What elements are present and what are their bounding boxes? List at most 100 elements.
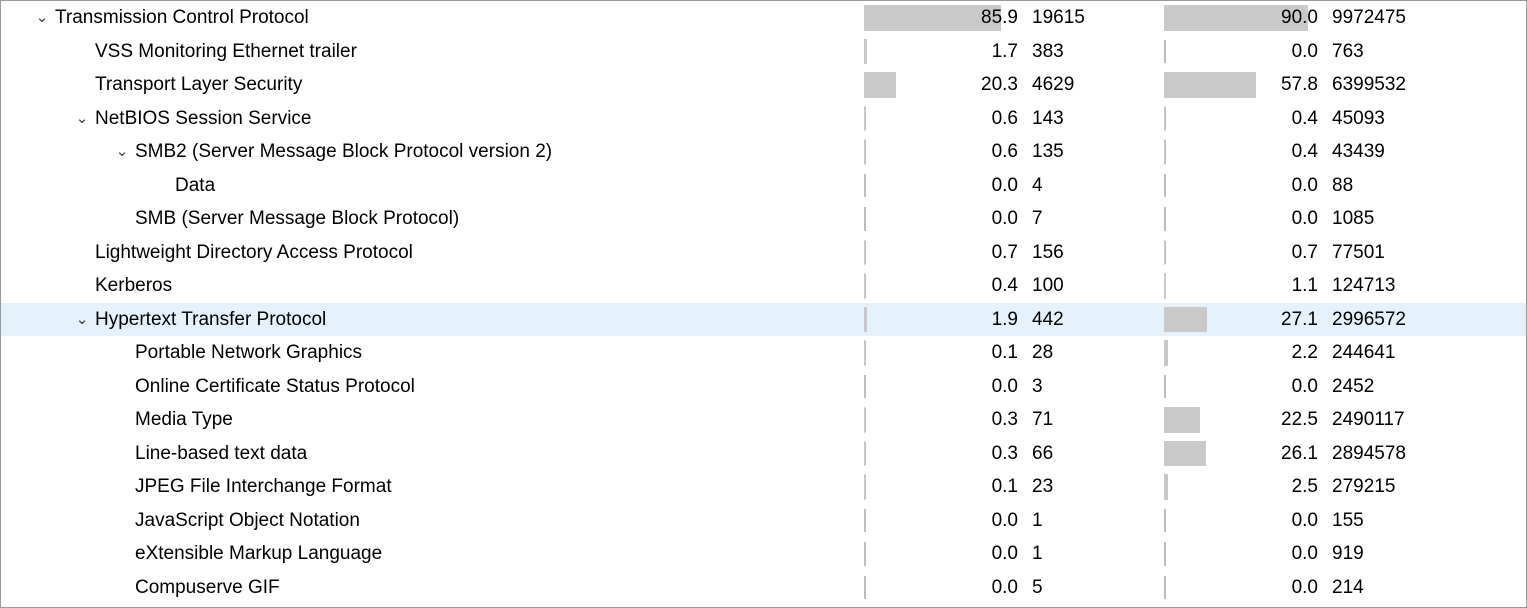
packets-value: 442 <box>1024 303 1164 337</box>
chevron-down-icon[interactable]: ⌄ <box>111 135 133 169</box>
bar-fill <box>1164 407 1200 433</box>
percent-value: 0.7 <box>1292 236 1318 270</box>
packets-value: 100 <box>1024 269 1164 303</box>
bar-tick <box>1164 542 1166 566</box>
table-row[interactable]: ⌄Hypertext Transfer Protocol1.944227.129… <box>1 303 1526 337</box>
percent-bar-cell: 0.7 <box>1164 236 1324 270</box>
bytes-value: 2996572 <box>1324 303 1526 337</box>
bar-fill <box>1164 240 1165 266</box>
protocol-name-cell: ⌄Kerberos <box>1 269 864 303</box>
percent-bar-cell: 90.0 <box>1164 1 1324 35</box>
protocol-hierarchy-table[interactable]: ⌄Transmission Control Protocol85.9196159… <box>0 0 1527 608</box>
bar-fill <box>864 139 865 165</box>
percent-value: 0.7 <box>992 236 1018 270</box>
table-row[interactable]: ⌄VSS Monitoring Ethernet trailer1.73830.… <box>1 35 1526 69</box>
table-row[interactable]: ⌄Transmission Control Protocol85.9196159… <box>1 1 1526 35</box>
bar-tick <box>1164 375 1166 399</box>
table-row[interactable]: ⌄Kerberos0.41001.1124713 <box>1 269 1526 303</box>
packets-value: 135 <box>1024 135 1164 169</box>
protocol-name-cell: ⌄Lightweight Directory Access Protocol <box>1 236 864 270</box>
protocol-name: Online Certificate Status Protocol <box>133 370 415 404</box>
table-row[interactable]: ⌄Compuserve GIF0.050.0214 <box>1 571 1526 605</box>
bar-tick <box>864 174 866 198</box>
percent-value: 27.1 <box>1281 303 1318 337</box>
table-row[interactable]: ⌄Media Type0.37122.52490117 <box>1 403 1526 437</box>
bar-tick <box>1164 207 1166 231</box>
bytes-value: 244641 <box>1324 336 1526 370</box>
packets-value: 71 <box>1024 403 1164 437</box>
percent-bar-cell: 1.9 <box>864 303 1024 337</box>
table-row[interactable]: ⌄JavaScript Object Notation0.010.0155 <box>1 504 1526 538</box>
packets-value: 66 <box>1024 437 1164 471</box>
percent-bar-cell: 0.0 <box>864 537 1024 571</box>
percent-bar-cell: 20.3 <box>864 68 1024 102</box>
percent-value: 0.0 <box>1292 504 1318 538</box>
chevron-down-icon[interactable]: ⌄ <box>31 1 53 35</box>
table-row[interactable]: ⌄SMB2 (Server Message Block Protocol ver… <box>1 135 1526 169</box>
packets-value: 19615 <box>1024 1 1164 35</box>
protocol-name-cell: ⌄SMB (Server Message Block Protocol) <box>1 202 864 236</box>
protocol-name: Data <box>173 169 215 203</box>
table-row[interactable]: ⌄Transport Layer Security20.3462957.8639… <box>1 68 1526 102</box>
chevron-down-icon[interactable]: ⌄ <box>71 102 93 136</box>
table-row[interactable]: ⌄Line-based text data0.36626.12894578 <box>1 437 1526 471</box>
percent-value: 0.3 <box>992 437 1018 471</box>
chevron-down-icon[interactable]: ⌄ <box>71 303 93 337</box>
percent-value: 0.1 <box>992 336 1018 370</box>
bar-fill <box>1164 340 1168 366</box>
bytes-value: 124713 <box>1324 269 1526 303</box>
table-row[interactable]: ⌄SMB (Server Message Block Protocol)0.07… <box>1 202 1526 236</box>
bar-tick <box>864 341 866 365</box>
percent-bar-cell: 0.1 <box>864 336 1024 370</box>
percent-bar-cell: 0.0 <box>864 504 1024 538</box>
percent-bar-cell: 0.6 <box>864 102 1024 136</box>
percent-bar-cell: 26.1 <box>1164 437 1324 471</box>
percent-bar-cell: 0.0 <box>864 370 1024 404</box>
table-row[interactable]: ⌄eXtensible Markup Language0.010.0919 <box>1 537 1526 571</box>
protocol-name-cell: ⌄JavaScript Object Notation <box>1 504 864 538</box>
protocol-name: Lightweight Directory Access Protocol <box>93 236 413 270</box>
percent-bar-cell: 2.5 <box>1164 470 1324 504</box>
packets-value: 383 <box>1024 35 1164 69</box>
percent-value: 0.4 <box>1292 135 1318 169</box>
bar-tick <box>864 375 866 399</box>
bar-fill <box>1164 307 1207 333</box>
percent-bar-cell: 0.0 <box>1164 537 1324 571</box>
bar-tick <box>1164 509 1166 533</box>
bytes-value: 763 <box>1324 35 1526 69</box>
percent-bar-cell: 0.7 <box>864 236 1024 270</box>
percent-bar-cell: 0.0 <box>1164 35 1324 69</box>
bar-fill <box>1164 441 1206 467</box>
bytes-value: 88 <box>1324 169 1526 203</box>
bar-tick <box>864 475 866 499</box>
protocol-name: JavaScript Object Notation <box>133 504 360 538</box>
bar-fill <box>864 240 865 266</box>
percent-value: 0.0 <box>1292 537 1318 571</box>
table-row[interactable]: ⌄Online Certificate Status Protocol0.030… <box>1 370 1526 404</box>
percent-value: 0.0 <box>992 504 1018 538</box>
percent-bar-cell: 0.4 <box>864 269 1024 303</box>
protocol-name-cell: ⌄Media Type <box>1 403 864 437</box>
percent-value: 0.0 <box>1292 202 1318 236</box>
percent-bar-cell: 2.2 <box>1164 336 1324 370</box>
percent-bar-cell: 0.0 <box>864 169 1024 203</box>
bytes-value: 9972475 <box>1324 1 1526 35</box>
table-row[interactable]: ⌄NetBIOS Session Service0.61430.445093 <box>1 102 1526 136</box>
table-row[interactable]: ⌄Lightweight Directory Access Protocol 0.… <box>1 236 1526 270</box>
bar-tick <box>864 576 866 600</box>
table-row[interactable]: ⌄Data0.040.088 <box>1 169 1526 203</box>
bar-fill <box>1164 72 1256 98</box>
table-row[interactable]: ⌄Portable Network Graphics0.1282.2244641 <box>1 336 1526 370</box>
bar-fill <box>864 273 865 299</box>
bar-tick <box>1164 40 1166 64</box>
bytes-value: 2452 <box>1324 370 1526 404</box>
bar-fill <box>1164 474 1168 500</box>
protocol-name: SMB2 (Server Message Block Protocol vers… <box>133 135 552 169</box>
percent-value: 2.2 <box>1292 336 1318 370</box>
bytes-value: 155 <box>1324 504 1526 538</box>
table-row[interactable]: ⌄JPEG File Interchange Format0.1232.5279… <box>1 470 1526 504</box>
percent-value: 85.9 <box>981 1 1018 35</box>
protocol-name-cell: ⌄NetBIOS Session Service <box>1 102 864 136</box>
protocol-name-cell: ⌄Portable Network Graphics <box>1 336 864 370</box>
bytes-value: 1085 <box>1324 202 1526 236</box>
